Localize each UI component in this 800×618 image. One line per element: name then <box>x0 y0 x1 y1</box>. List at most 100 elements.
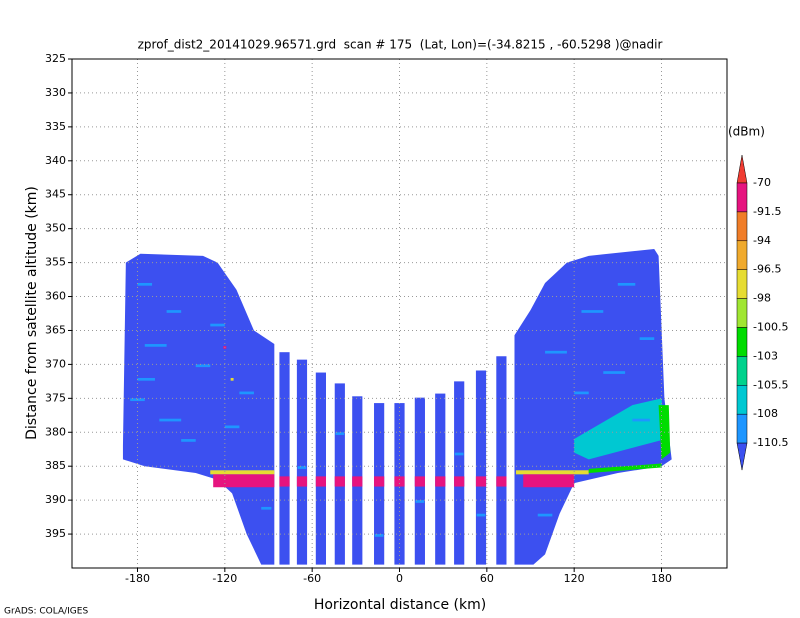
y-tick-label: 390 <box>45 493 66 506</box>
radar-cell <box>414 476 425 487</box>
y-tick-label: 395 <box>45 527 66 540</box>
colorbar-segment <box>736 154 748 184</box>
radar-cell <box>210 323 225 327</box>
y-tick-label: 365 <box>45 323 66 336</box>
x-tick-label: -120 <box>212 572 237 585</box>
colorbar-segment <box>736 327 748 357</box>
chart-title: zprof_dist2_20141029.96571.grd scan # 17… <box>138 38 663 52</box>
colorbar-label: -108 <box>753 407 778 420</box>
y-tick-label: 370 <box>45 357 66 370</box>
radar-cell <box>195 364 211 368</box>
x-tick-label: 60 <box>480 572 494 585</box>
colorbar-label: -91.5 <box>753 205 781 218</box>
x-axis-label: Horizontal distance (km) <box>314 597 486 613</box>
radar-cell <box>476 513 486 517</box>
radar-cell <box>315 476 326 487</box>
colorbar-segment <box>736 269 748 299</box>
colorbar-segment <box>736 385 748 415</box>
colorbar-label: -100.5 <box>753 321 788 334</box>
radar-cell <box>537 513 553 517</box>
y-tick-label: 380 <box>45 425 66 438</box>
radar-cell <box>454 476 465 487</box>
x-tick-label: -180 <box>125 572 150 585</box>
y-tick-label: 340 <box>45 154 66 167</box>
radar-cell <box>374 534 384 537</box>
radar-cell <box>297 466 307 469</box>
plot-frame <box>71 58 728 569</box>
radar-cell <box>296 476 308 487</box>
x-tick-label: 180 <box>651 572 672 585</box>
radar-cell <box>137 377 155 381</box>
colorbar-label: -70 <box>753 176 771 189</box>
radar-cell <box>515 470 589 475</box>
radar-cell <box>581 310 604 313</box>
radar-cell <box>352 476 363 487</box>
radar-cell <box>315 372 326 565</box>
radar-cell <box>296 359 308 565</box>
radar-cell <box>279 476 290 487</box>
y-tick-label: 350 <box>45 222 66 235</box>
y-tick-label: 325 <box>45 52 66 65</box>
colorbar-label: -98 <box>753 292 771 305</box>
radar-cell <box>224 425 240 429</box>
radar-cell <box>159 418 182 422</box>
radar-cell <box>261 506 272 510</box>
x-tick-label: -60 <box>303 572 321 585</box>
field <box>122 249 672 565</box>
colorbar-segment <box>736 356 748 386</box>
radar-cell <box>523 474 575 488</box>
colorbar-segment <box>736 298 748 328</box>
y-tick-label: 385 <box>45 459 66 472</box>
radar-cell <box>213 474 275 488</box>
radar-cell <box>239 391 254 395</box>
y-tick-label: 330 <box>45 86 66 99</box>
radar-region <box>574 398 666 460</box>
colorbar-label: -94 <box>753 234 771 247</box>
x-tick-label: 0 <box>396 572 403 585</box>
y-tick-label: 375 <box>45 391 66 404</box>
colorbar-label: -110.5 <box>753 436 788 449</box>
radar-cell <box>334 383 345 565</box>
y-tick-label: 360 <box>45 290 66 303</box>
radar-cell <box>435 476 446 487</box>
colorbar-segment <box>736 182 748 213</box>
colorbar-segment <box>736 211 748 242</box>
radar-cell <box>603 371 626 374</box>
radar-cell <box>415 500 425 503</box>
radar-cell <box>279 352 290 565</box>
radar-cell <box>574 391 589 395</box>
radar-cell <box>394 476 405 487</box>
colorbar-label: -96.5 <box>753 263 781 276</box>
colorbar-segment <box>736 240 748 270</box>
radar-cell <box>496 476 507 487</box>
colorbar-unit: (dBm) <box>728 125 765 139</box>
radar-cell <box>454 381 465 565</box>
radar-cell <box>639 337 655 340</box>
radar-cell <box>632 418 650 422</box>
radar-cell <box>475 476 487 487</box>
radar-cell <box>210 470 275 475</box>
radar-cell <box>454 452 464 456</box>
radar-cell <box>374 476 385 487</box>
radar-cell <box>334 476 345 487</box>
radar-cell <box>230 377 234 381</box>
colorbar-label: -105.5 <box>753 378 788 391</box>
y-tick-label: 355 <box>45 256 66 269</box>
colorbar-segment <box>736 413 748 444</box>
y-axis-label: Distance from satellite altitude (km) <box>24 186 40 440</box>
y-tick-label: 345 <box>45 188 66 201</box>
colorbar-label: -103 <box>753 349 778 362</box>
colorbar-segment <box>736 442 748 471</box>
radar-cell <box>475 370 487 565</box>
radar-cell <box>181 439 196 442</box>
radar-region <box>122 253 275 565</box>
y-tick-label: 335 <box>45 120 66 133</box>
radar-cell <box>617 282 636 286</box>
radar-cell <box>545 350 567 354</box>
radar-cell <box>166 310 182 313</box>
credit: GrADS: COLA/IGES <box>4 607 88 617</box>
radar-region <box>588 463 662 473</box>
radar-cell <box>137 282 153 286</box>
radar-cell <box>144 344 167 347</box>
